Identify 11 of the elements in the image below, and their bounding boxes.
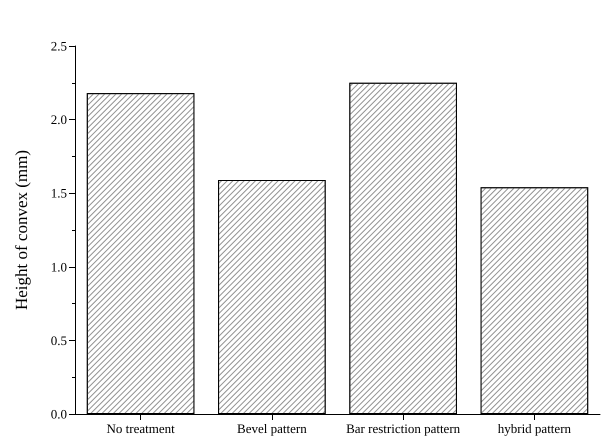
y-tick-label: 1.5 bbox=[50, 186, 67, 201]
y-tick-label: 0.5 bbox=[50, 332, 67, 348]
x-tick-label: hybrid pattern bbox=[498, 421, 572, 436]
x-tick-label: No treatment bbox=[106, 421, 176, 436]
y-tick-label: 2.5 bbox=[50, 38, 67, 54]
x-tick-label: Bevel pattern bbox=[237, 421, 308, 436]
y-axis-title: Height of convex (mm) bbox=[12, 150, 31, 310]
x-tick-label: Bar restriction pattern bbox=[346, 421, 461, 436]
y-tick-label: 0.0 bbox=[50, 406, 67, 422]
y-tick-label: 1.0 bbox=[50, 259, 67, 274]
y-tick-label: 2.0 bbox=[50, 112, 67, 128]
